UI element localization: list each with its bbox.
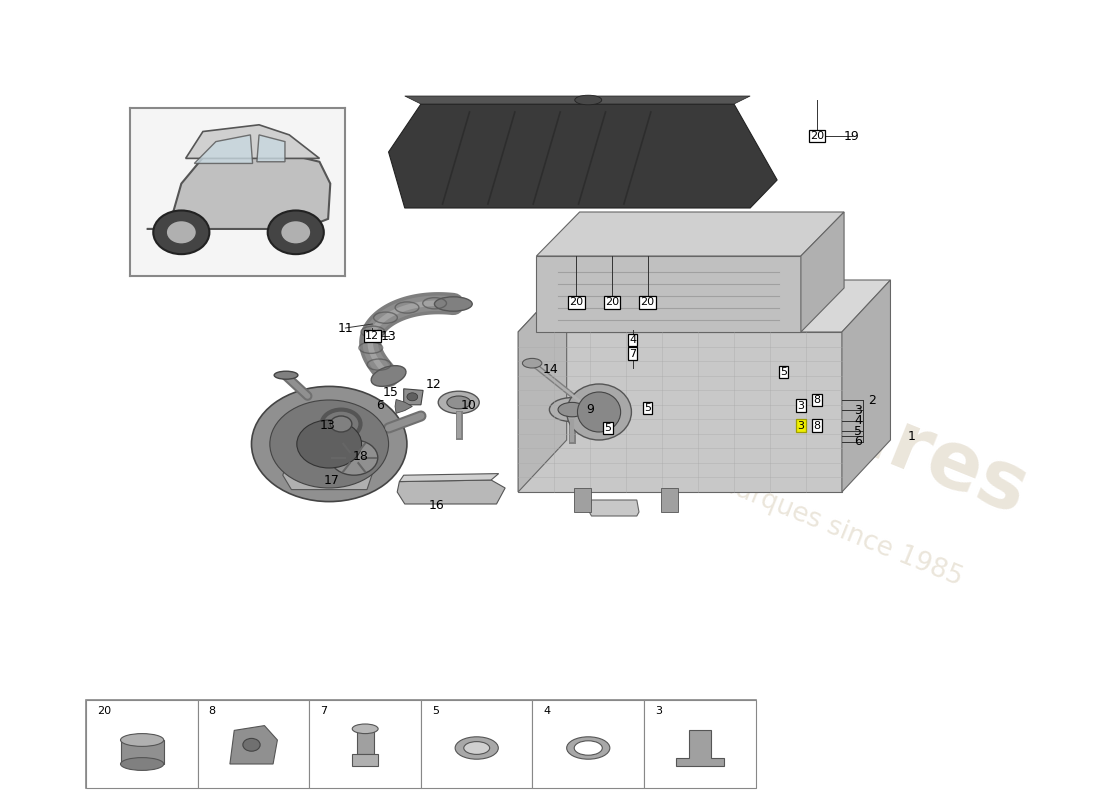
Text: 9: 9	[586, 403, 594, 416]
Ellipse shape	[371, 366, 406, 386]
Text: 8: 8	[209, 706, 216, 717]
Ellipse shape	[549, 398, 595, 422]
Polygon shape	[286, 458, 370, 466]
Text: 5: 5	[854, 425, 862, 438]
Text: 12: 12	[426, 378, 442, 390]
Ellipse shape	[438, 391, 480, 414]
FancyBboxPatch shape	[309, 700, 421, 788]
Text: 20: 20	[810, 131, 824, 141]
Polygon shape	[842, 280, 891, 492]
FancyBboxPatch shape	[356, 729, 374, 754]
Text: 7: 7	[629, 349, 636, 358]
FancyBboxPatch shape	[121, 740, 164, 764]
Ellipse shape	[121, 734, 164, 746]
Circle shape	[270, 400, 388, 488]
Text: 20: 20	[640, 298, 654, 307]
Polygon shape	[399, 474, 498, 482]
Text: 5: 5	[431, 706, 439, 717]
Text: 8: 8	[814, 421, 821, 430]
Text: 13: 13	[381, 330, 396, 342]
Text: 8: 8	[814, 395, 821, 405]
Polygon shape	[388, 104, 777, 208]
Text: 13: 13	[319, 419, 334, 432]
Text: 5: 5	[604, 423, 612, 433]
Circle shape	[252, 386, 407, 502]
FancyBboxPatch shape	[661, 488, 678, 512]
Polygon shape	[230, 726, 277, 764]
Polygon shape	[676, 730, 724, 766]
FancyBboxPatch shape	[574, 488, 592, 512]
Polygon shape	[518, 280, 891, 332]
Text: 5: 5	[780, 367, 788, 377]
Text: eurospares: eurospares	[537, 269, 1038, 531]
Ellipse shape	[274, 371, 298, 379]
Text: 10: 10	[461, 399, 476, 412]
Text: 3: 3	[855, 404, 862, 417]
Polygon shape	[405, 96, 750, 104]
Circle shape	[407, 393, 418, 401]
Text: a passion for Marques since 1985: a passion for Marques since 1985	[544, 401, 966, 591]
Polygon shape	[518, 332, 842, 492]
Polygon shape	[590, 500, 639, 516]
Polygon shape	[801, 212, 844, 332]
Text: 3: 3	[654, 706, 662, 717]
Ellipse shape	[121, 758, 164, 770]
Ellipse shape	[434, 297, 472, 311]
Ellipse shape	[352, 724, 378, 734]
Ellipse shape	[447, 396, 471, 409]
Polygon shape	[404, 389, 424, 405]
Polygon shape	[537, 212, 844, 256]
Text: 18: 18	[353, 450, 369, 462]
Circle shape	[297, 420, 362, 468]
Text: 7: 7	[320, 706, 328, 717]
Text: 1: 1	[909, 430, 916, 442]
Polygon shape	[518, 280, 567, 492]
Text: 5: 5	[645, 403, 651, 413]
Text: 3: 3	[798, 401, 804, 410]
FancyBboxPatch shape	[532, 700, 644, 788]
Circle shape	[330, 440, 377, 475]
FancyBboxPatch shape	[198, 700, 309, 788]
Ellipse shape	[558, 402, 586, 417]
Circle shape	[243, 738, 260, 751]
FancyBboxPatch shape	[352, 754, 378, 766]
Text: 12: 12	[365, 331, 380, 341]
Circle shape	[330, 416, 352, 432]
Text: 14: 14	[542, 363, 559, 376]
Text: 19: 19	[844, 130, 859, 142]
FancyBboxPatch shape	[421, 700, 532, 788]
Text: 4: 4	[855, 414, 862, 427]
FancyBboxPatch shape	[86, 700, 198, 788]
Text: 20: 20	[97, 706, 111, 717]
Ellipse shape	[455, 737, 498, 759]
Text: 20: 20	[570, 298, 583, 307]
Text: 6: 6	[376, 399, 384, 412]
Text: 6: 6	[855, 435, 862, 448]
Text: 11: 11	[338, 322, 353, 334]
Polygon shape	[395, 399, 412, 414]
FancyBboxPatch shape	[86, 700, 756, 788]
Text: 15: 15	[383, 386, 398, 398]
Ellipse shape	[574, 741, 603, 755]
Ellipse shape	[575, 95, 602, 105]
Polygon shape	[537, 256, 801, 332]
Text: 3: 3	[798, 421, 804, 430]
FancyBboxPatch shape	[644, 700, 756, 788]
Text: 4: 4	[543, 706, 550, 717]
Ellipse shape	[522, 358, 542, 368]
Ellipse shape	[464, 742, 490, 754]
Polygon shape	[283, 464, 373, 490]
Text: 4: 4	[629, 335, 636, 345]
Ellipse shape	[566, 737, 609, 759]
Polygon shape	[397, 480, 505, 504]
Text: 20: 20	[605, 298, 619, 307]
Text: 17: 17	[323, 474, 339, 486]
Ellipse shape	[578, 392, 620, 432]
Text: 2: 2	[868, 394, 876, 406]
Ellipse shape	[566, 384, 631, 440]
Text: 16: 16	[428, 499, 444, 512]
